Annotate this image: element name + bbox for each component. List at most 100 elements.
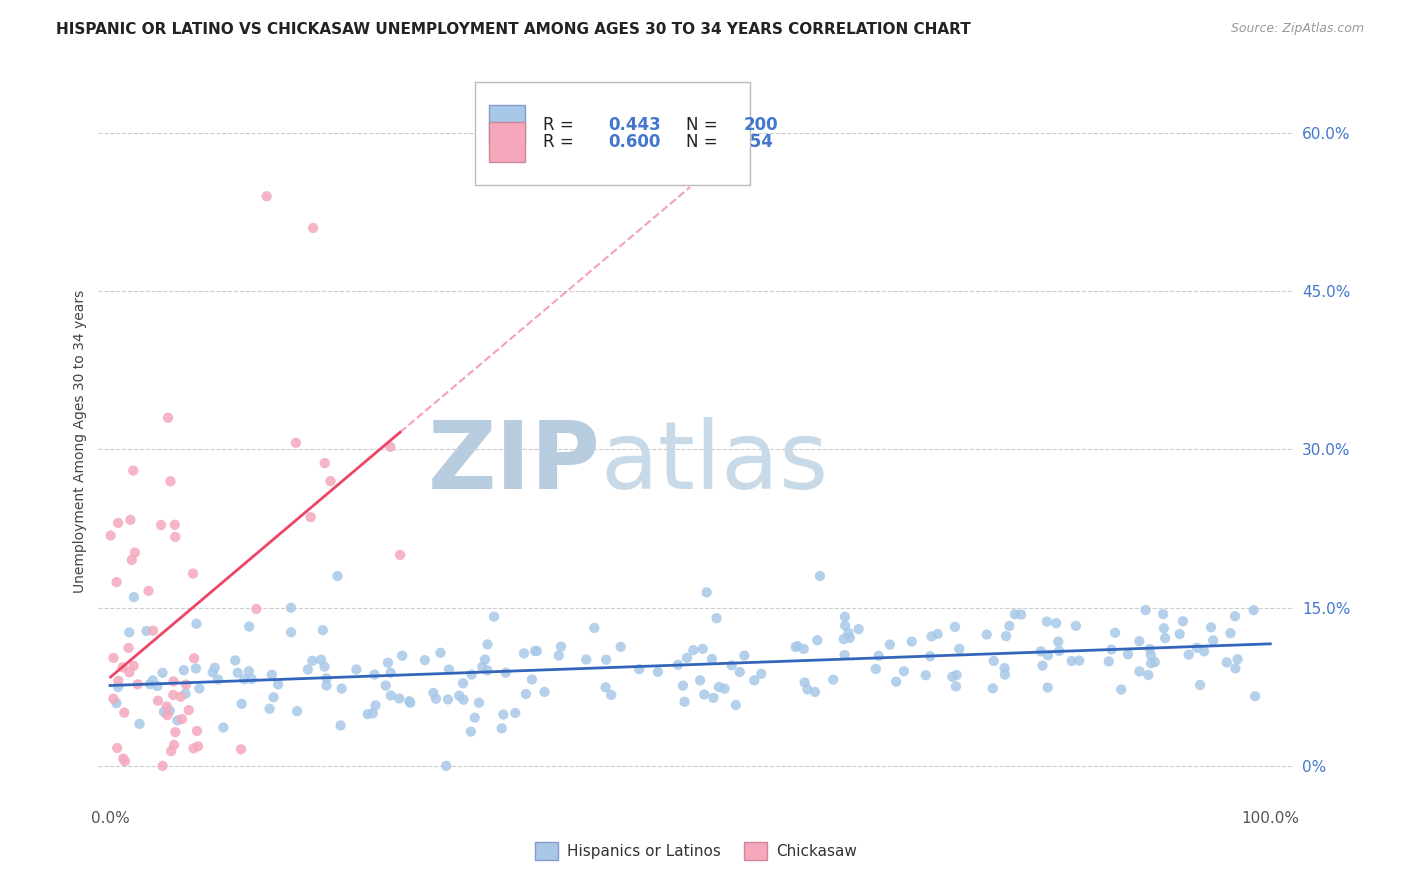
Point [1192,644,1215,658]
Point [260,667,283,681]
Text: N =: N = [686,133,723,151]
Point [460,724,482,739]
Point [474,652,496,666]
Point [128,716,150,731]
Point [156,699,179,714]
Point [453,692,475,706]
Point [464,711,486,725]
Point [533,685,555,699]
Point [838,631,860,645]
Point [263,690,285,705]
Point [284,435,307,450]
Point [524,644,547,658]
Point [1202,633,1225,648]
Point [1226,652,1249,666]
Point [138,583,160,598]
Point [245,602,267,616]
Text: 54: 54 [744,133,773,151]
Point [181,566,204,581]
Point [1047,644,1070,658]
Point [1031,658,1053,673]
Point [165,725,187,739]
Point [186,616,208,631]
Point [172,712,194,726]
Point [314,659,336,673]
Point [437,692,460,706]
Point [1140,648,1163,662]
Point [315,678,337,692]
Point [162,688,184,702]
Point [832,632,855,647]
Point [156,708,179,723]
Point [868,648,890,663]
Point [153,705,176,719]
Point [105,741,128,756]
Point [380,440,402,454]
Point [676,651,699,665]
Point [921,629,943,643]
Point [309,652,332,666]
Point [229,742,252,756]
Point [520,673,543,687]
Point [993,661,1015,675]
Point [314,456,336,470]
Point [495,665,517,680]
Point [1010,607,1032,622]
Point [344,662,367,676]
Point [920,649,942,664]
Point [238,664,260,678]
Point [183,741,205,756]
Point [142,624,165,638]
Point [900,634,922,648]
Point [107,673,129,688]
Point [713,681,735,696]
Point [297,662,319,676]
Point [550,640,572,654]
Text: ZIP: ZIP [427,417,600,509]
Point [329,718,352,732]
Point [388,691,411,706]
Point [749,666,772,681]
Point [1153,621,1175,635]
Point [107,680,129,694]
Text: 0.600: 0.600 [609,133,661,151]
Point [301,654,323,668]
Point [1177,648,1199,662]
Point [162,674,184,689]
Point [786,639,808,653]
Point [1109,682,1132,697]
Point [482,609,505,624]
Point [188,681,211,696]
Point [105,575,128,590]
Point [226,665,249,680]
Point [183,651,205,665]
Text: N =: N = [686,116,723,134]
Point [150,518,173,533]
Point [793,675,815,690]
Point [118,625,141,640]
Point [231,697,253,711]
Text: 200: 200 [744,116,779,134]
Point [595,653,617,667]
Point [146,694,169,708]
Point [422,686,444,700]
Point [1189,678,1212,692]
Point [884,674,907,689]
Point [157,410,180,425]
Point [233,672,256,686]
Point [302,221,325,235]
Point [114,754,136,768]
Point [724,698,747,712]
Point [399,696,422,710]
FancyBboxPatch shape [475,82,749,185]
Point [312,623,335,637]
Point [647,665,669,679]
Point [361,706,384,721]
Point [702,690,724,705]
Point [837,626,859,640]
Point [492,707,515,722]
FancyBboxPatch shape [489,105,524,145]
Point [122,658,145,673]
Point [706,611,728,625]
Point [1143,655,1166,669]
